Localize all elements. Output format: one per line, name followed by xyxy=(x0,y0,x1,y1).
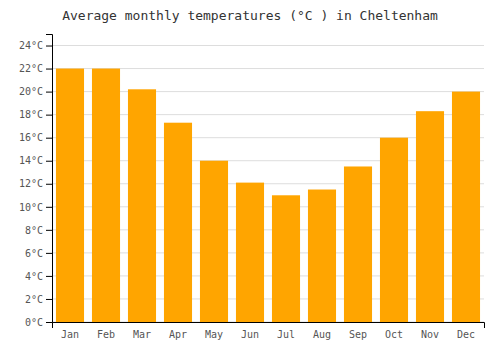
tick: Apr xyxy=(169,329,187,340)
tick-label: Nov xyxy=(421,329,439,340)
bar xyxy=(308,190,336,322)
tick-mark xyxy=(46,184,52,185)
bar xyxy=(344,166,372,322)
tick-mark xyxy=(46,230,52,231)
tick-label: Jun xyxy=(241,329,259,340)
bar xyxy=(416,111,444,322)
bar xyxy=(200,161,228,322)
tick-mark xyxy=(46,299,52,300)
bar xyxy=(128,89,156,322)
tick: 14°C xyxy=(19,155,52,166)
bar xyxy=(164,123,192,322)
tick-label: 14°C xyxy=(19,155,43,166)
tick: 18°C xyxy=(19,109,52,120)
tick-label: 24°C xyxy=(19,40,43,51)
tick: 12°C xyxy=(19,178,52,189)
tick-mark xyxy=(46,92,52,93)
tick-mark xyxy=(46,115,52,116)
tick: Jan xyxy=(61,329,79,340)
tick: 10°C xyxy=(19,202,52,213)
tick: 16°C xyxy=(19,132,52,143)
tick-label: 4°C xyxy=(25,271,43,282)
x-axis: Jan Feb Mar Apr May Jun Jul Aug Sep Oct Nov Dec xyxy=(53,323,485,341)
tick: 20°C xyxy=(19,86,52,97)
tick-label: 16°C xyxy=(19,132,43,143)
tick-label: Sep xyxy=(349,329,367,340)
tick-mark xyxy=(46,322,52,323)
tick-label: 22°C xyxy=(19,63,43,74)
tick: Dec xyxy=(457,329,475,340)
tick-mark xyxy=(46,46,52,47)
tick-label: 2°C xyxy=(25,294,43,305)
tick-label: 20°C xyxy=(19,86,43,97)
y-axis: 0°C 2°C 4°C 6°C 8°C 10°C 12°C 14°C 16°C 18°C 20°C 2… xyxy=(19,35,53,328)
tick-mark xyxy=(46,161,52,162)
tick-mark xyxy=(46,138,52,139)
axis-line xyxy=(46,35,53,323)
chart: Average monthly temperatures (°C ) in Ch… xyxy=(0,0,500,350)
bars xyxy=(56,69,480,322)
tick-mark xyxy=(46,276,52,277)
bar xyxy=(272,195,300,322)
tick-label: 10°C xyxy=(19,202,43,213)
tick-label: 8°C xyxy=(25,225,43,236)
bar xyxy=(56,69,84,322)
tick: Jul xyxy=(277,329,295,340)
tick-label: Apr xyxy=(169,329,187,340)
tick-label: Jan xyxy=(61,329,79,340)
grid-line xyxy=(52,45,484,46)
tick-mark xyxy=(46,253,52,254)
bar xyxy=(452,92,480,322)
title: Average monthly temperatures (°C ) in Ch… xyxy=(62,8,438,23)
tick-label: Jul xyxy=(277,329,295,340)
tick-label: 12°C xyxy=(19,178,43,189)
tick-mark xyxy=(46,207,52,208)
grid xyxy=(52,46,484,322)
tick: Oct xyxy=(385,329,403,340)
tick: 6°C xyxy=(25,248,52,259)
tick: 24°C xyxy=(19,40,52,51)
axis-line xyxy=(53,323,485,329)
tick: 8°C xyxy=(25,225,52,236)
chart-container: Average monthly temperatures (°C ) in Ch… xyxy=(0,0,500,350)
tick-label: Mar xyxy=(133,329,151,340)
tick-label: Oct xyxy=(385,329,403,340)
tick-label: May xyxy=(205,329,223,340)
tick-label: Feb xyxy=(97,329,115,340)
tick-label: Dec xyxy=(457,329,475,340)
plot: 0°C 2°C 4°C 6°C 8°C 10°C 12°C 14°C 16°C 18°C 20°C 2… xyxy=(19,35,485,341)
tick: 4°C xyxy=(25,271,52,282)
tick: Jun xyxy=(241,329,259,340)
tick-label: Aug xyxy=(313,329,331,340)
tick: Mar xyxy=(133,329,151,340)
tick: May xyxy=(205,329,223,340)
bar xyxy=(92,69,120,322)
tick: 2°C xyxy=(25,294,52,305)
tick: Feb xyxy=(97,329,115,340)
tick: Aug xyxy=(313,329,331,340)
tick-label: 0°C xyxy=(25,317,43,328)
tick-label: 6°C xyxy=(25,248,43,259)
tick-mark xyxy=(46,69,52,70)
tick: 0°C xyxy=(25,317,52,328)
tick: 22°C xyxy=(19,63,52,74)
tick: Nov xyxy=(421,329,439,340)
bar xyxy=(380,138,408,322)
tick: Sep xyxy=(349,329,367,340)
tick-label: 18°C xyxy=(19,109,43,120)
bar xyxy=(236,183,264,322)
